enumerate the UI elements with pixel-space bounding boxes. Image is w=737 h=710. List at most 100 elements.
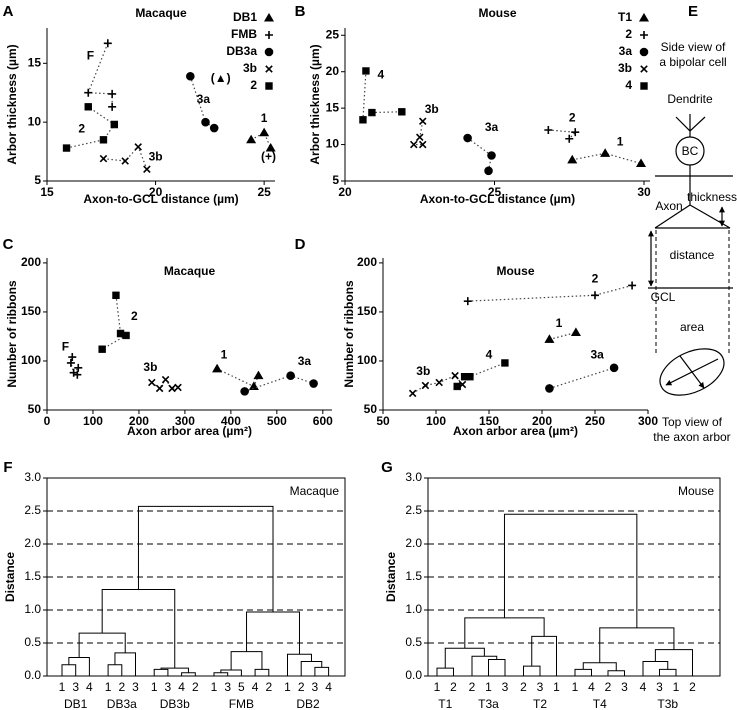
point [265, 142, 276, 152]
y-tick-label: 0.5 [405, 635, 422, 649]
y-tick-label: 0.5 [24, 635, 41, 649]
point [73, 370, 82, 379]
diagram-caption: Top view of [662, 415, 723, 429]
point [148, 378, 156, 387]
panel-label: F [3, 459, 12, 476]
x-axis-label: Axon arbor area (µm²) [127, 424, 252, 438]
chart-title: Mouse [496, 264, 534, 278]
link [599, 627, 675, 663]
connector-line [87, 43, 113, 107]
point [84, 88, 93, 97]
annotation: 1 [221, 347, 228, 361]
leaf-label: 5 [238, 680, 245, 694]
annotation: 1 [556, 316, 563, 330]
point [487, 151, 496, 160]
y-tick-label: 50 [28, 402, 42, 416]
group-label: DB2 [296, 697, 320, 710]
annotation: 3b [143, 360, 157, 374]
connector-line [549, 331, 577, 340]
y-tick-label: 5 [34, 173, 41, 187]
point [74, 363, 83, 372]
panel-label: A [3, 3, 14, 20]
point [567, 154, 578, 164]
link [574, 668, 592, 676]
annotation: 3a [298, 354, 312, 368]
x-tick-label: 20 [149, 185, 163, 199]
point [571, 128, 580, 137]
x-tick-label: 400 [221, 414, 241, 428]
diagram-title: a bipolar cell [659, 55, 726, 69]
group-label: FMB [229, 697, 254, 710]
y-tick-label: 20 [326, 64, 340, 78]
group-label: T2 [533, 697, 547, 710]
connector-line [548, 129, 577, 140]
legend-label: 2 [625, 27, 632, 41]
legend-marker [640, 31, 648, 39]
legend-label: DB3a [226, 44, 257, 58]
annotation: F [87, 48, 94, 62]
point [259, 127, 270, 137]
point [103, 39, 112, 48]
legend-label: 3a [619, 44, 633, 58]
y-tick-label: 10 [326, 137, 340, 151]
y-tick-label: 2.0 [24, 536, 41, 550]
y-tick-label: 10 [28, 114, 42, 128]
legend-marker [263, 12, 275, 22]
diagram-e: E Side view of a bipolar cell Dendrite B… [648, 3, 737, 444]
axon-label: Axon [655, 199, 682, 213]
group-label: DB3a [107, 697, 137, 710]
y-axis-label: Arbor thickness (µm) [5, 44, 19, 164]
point [570, 327, 581, 337]
area-arrows [666, 355, 719, 388]
panel-label: D [295, 236, 306, 253]
group-label: T3a [478, 697, 499, 710]
y-tick-label: 100 [21, 353, 41, 367]
leaf-label: 3 [502, 680, 509, 694]
point [451, 371, 459, 380]
leaf-label: 2 [469, 680, 476, 694]
leaf-label: 3 [621, 680, 628, 694]
annotation: 3b [416, 364, 430, 378]
link [101, 589, 176, 669]
x-tick-label: 150 [479, 414, 499, 428]
y-tick-label: 1.0 [24, 602, 41, 616]
point [418, 117, 427, 126]
link [642, 660, 669, 676]
point [161, 375, 170, 384]
leaf-label: 2 [605, 680, 612, 694]
leaf-label: 4 [178, 680, 185, 694]
leaf-label: 2 [689, 680, 696, 694]
point [212, 363, 223, 373]
distance-label: distance [670, 248, 715, 262]
y-axis-label: Number of ribbons [5, 280, 19, 388]
leaf-label: 1 [151, 680, 158, 694]
point [174, 383, 182, 392]
x-axis-label: Axon arbor area (µm²) [453, 424, 578, 438]
point [408, 389, 417, 398]
leaf-label: 1 [284, 680, 291, 694]
legend-marker [638, 12, 650, 22]
group-label: DB3b [160, 697, 190, 710]
point [463, 297, 472, 306]
legend-marker [264, 47, 274, 57]
gcl-label: GCL [651, 290, 676, 304]
annotation: 2 [131, 309, 138, 323]
link [607, 670, 625, 676]
annotation: 2 [569, 111, 576, 125]
link [523, 665, 541, 676]
legend-marker [639, 47, 649, 57]
point [484, 166, 493, 176]
point [591, 291, 599, 300]
connector-line [467, 284, 633, 302]
point [362, 67, 370, 75]
y-tick-label: 2.5 [24, 503, 41, 517]
dendrite-label: Dendrite [667, 92, 713, 106]
leaf-label: 4 [588, 680, 595, 694]
point [110, 120, 119, 129]
leaf-label: 1 [673, 680, 680, 694]
y-tick-label: 150 [21, 304, 41, 318]
link [68, 657, 90, 676]
leaf-label: 1 [572, 680, 579, 694]
point [435, 378, 443, 387]
annotation: F [62, 339, 69, 353]
